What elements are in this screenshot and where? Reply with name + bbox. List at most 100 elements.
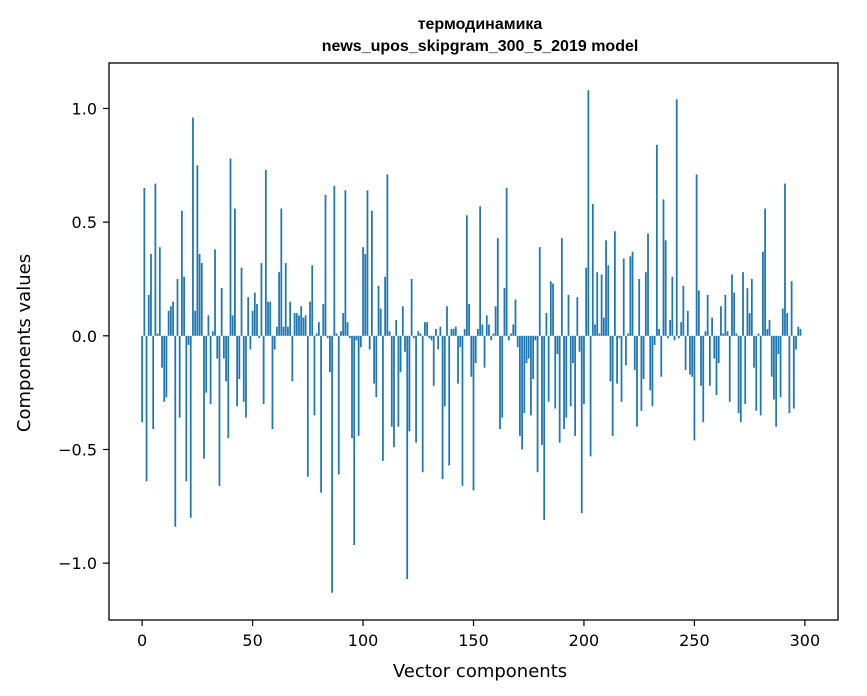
bar bbox=[578, 335, 581, 352]
bar bbox=[335, 333, 338, 336]
bar bbox=[576, 297, 579, 336]
bar bbox=[430, 335, 433, 341]
bar bbox=[245, 335, 247, 418]
bar bbox=[731, 274, 733, 336]
bar bbox=[713, 335, 716, 359]
bar bbox=[622, 258, 625, 336]
bar bbox=[351, 335, 353, 439]
bar bbox=[258, 335, 261, 339]
bar bbox=[472, 335, 475, 491]
bar bbox=[192, 117, 194, 336]
bar bbox=[587, 90, 590, 336]
bar bbox=[686, 310, 689, 336]
bar bbox=[368, 335, 371, 350]
bar bbox=[222, 335, 225, 359]
bar bbox=[605, 240, 607, 336]
bar bbox=[673, 335, 676, 341]
bar bbox=[574, 335, 576, 436]
bar bbox=[304, 315, 307, 336]
bar bbox=[282, 326, 285, 336]
bar bbox=[706, 294, 709, 336]
bar bbox=[532, 335, 535, 380]
bar bbox=[667, 335, 669, 339]
bar bbox=[393, 335, 395, 448]
bar bbox=[563, 335, 565, 430]
bar bbox=[273, 335, 276, 350]
bar bbox=[649, 335, 652, 391]
bar bbox=[653, 335, 656, 345]
bar bbox=[211, 331, 214, 336]
bar bbox=[744, 335, 747, 405]
bar bbox=[596, 272, 599, 336]
bar bbox=[293, 313, 296, 336]
bar bbox=[468, 303, 470, 336]
bar bbox=[375, 335, 378, 398]
bar bbox=[640, 335, 643, 411]
bar bbox=[280, 208, 283, 336]
bar bbox=[717, 335, 720, 364]
bar bbox=[627, 333, 630, 336]
bar bbox=[410, 278, 413, 336]
bar bbox=[558, 335, 561, 443]
bar bbox=[516, 335, 519, 348]
bar bbox=[496, 238, 499, 336]
bar bbox=[424, 322, 426, 336]
bar bbox=[556, 335, 559, 355]
bar bbox=[450, 329, 453, 336]
bar bbox=[289, 301, 292, 336]
bar bbox=[154, 183, 157, 336]
bar bbox=[695, 174, 698, 336]
bar bbox=[397, 335, 400, 427]
bar bbox=[156, 333, 159, 336]
x-tick-label: 0 bbox=[137, 631, 147, 650]
bar bbox=[512, 324, 515, 336]
y-axis-ticks: −1.0 −0.5 0.0 0.5 1.0 bbox=[58, 99, 109, 573]
bar bbox=[492, 333, 495, 336]
bar bbox=[534, 335, 537, 341]
bar bbox=[379, 308, 382, 336]
bar bbox=[739, 335, 742, 423]
bar bbox=[415, 335, 417, 443]
bar bbox=[313, 335, 316, 416]
bar bbox=[262, 335, 265, 405]
bar bbox=[185, 335, 188, 482]
bar bbox=[633, 335, 636, 370]
bar bbox=[616, 335, 618, 384]
bar bbox=[580, 335, 583, 514]
y-tick-label: 0.5 bbox=[72, 213, 97, 232]
bar bbox=[309, 301, 311, 336]
bar bbox=[682, 285, 685, 336]
bar bbox=[764, 208, 766, 336]
bar bbox=[567, 294, 570, 336]
bar bbox=[474, 335, 477, 364]
bar bbox=[256, 303, 258, 336]
bar bbox=[470, 335, 473, 377]
bar bbox=[353, 335, 356, 545]
bar bbox=[426, 322, 428, 336]
bar bbox=[768, 319, 771, 336]
bar bbox=[514, 299, 517, 336]
bar bbox=[401, 306, 404, 336]
bar bbox=[753, 335, 755, 368]
bar bbox=[419, 333, 422, 336]
bar bbox=[441, 335, 444, 480]
bar bbox=[302, 317, 305, 336]
y-tick-label: −1.0 bbox=[58, 554, 97, 573]
bar bbox=[461, 335, 464, 486]
bar bbox=[618, 335, 621, 339]
bar bbox=[317, 322, 320, 336]
x-axis-label: Vector components bbox=[393, 661, 567, 682]
bar bbox=[295, 313, 298, 336]
bar bbox=[147, 294, 150, 336]
bar bbox=[629, 256, 632, 336]
bar bbox=[174, 335, 177, 527]
bar bbox=[519, 335, 521, 436]
bar bbox=[527, 335, 530, 359]
bar bbox=[660, 335, 663, 377]
bar bbox=[298, 315, 300, 336]
bar bbox=[203, 335, 205, 459]
bar bbox=[790, 281, 793, 336]
bar bbox=[346, 322, 349, 336]
bar bbox=[536, 335, 539, 473]
bar bbox=[545, 313, 548, 336]
